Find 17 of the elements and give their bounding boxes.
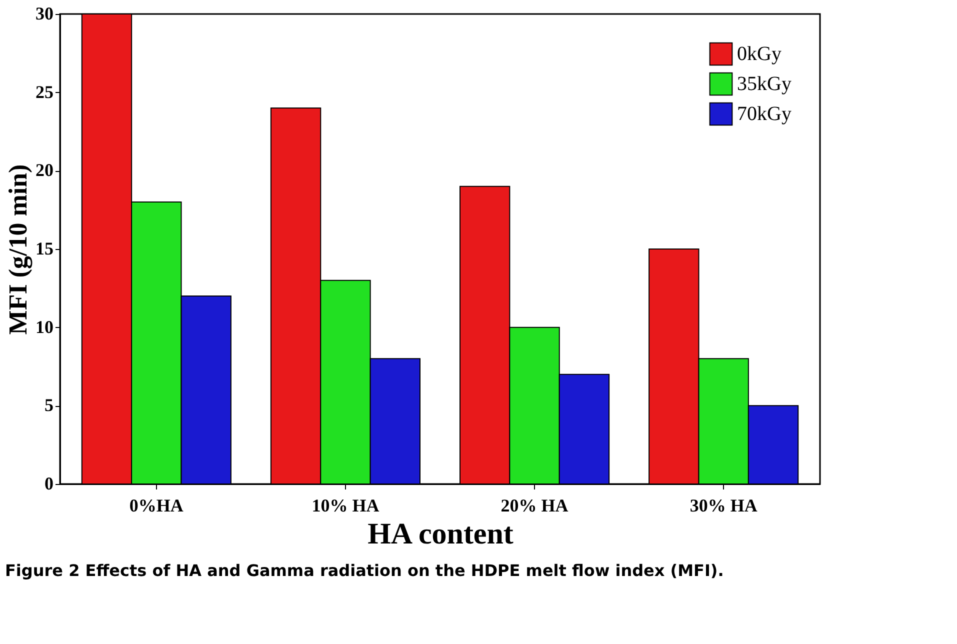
- legend-label: 70kGy: [737, 103, 792, 125]
- y-tick-label: 10: [36, 316, 54, 337]
- y-tick-label: 25: [36, 82, 54, 102]
- y-tick-label: 15: [36, 238, 54, 258]
- caption: Figure 2 Effects of HA and Gamma radiation on the HDPE melt flow index (MFI).: [5, 561, 724, 580]
- legend-label: 35kGy: [737, 73, 792, 95]
- x-axis-title: HA content: [368, 518, 514, 550]
- x-tick-label: 20% HA: [500, 496, 568, 516]
- y-tick-label: 5: [44, 395, 54, 416]
- y-axis-title: MFI (g/10 min): [4, 164, 32, 335]
- x-tick-label: 30% HA: [690, 496, 758, 516]
- y-tick-label: 30: [36, 4, 54, 24]
- legend-label: 0kGy: [737, 43, 782, 65]
- y-tick-label: 0: [44, 474, 54, 494]
- x-tick-label: 0%HA: [129, 496, 184, 516]
- y-tick-label: 20: [36, 160, 54, 180]
- x-tick-label: 10% HA: [312, 496, 380, 516]
